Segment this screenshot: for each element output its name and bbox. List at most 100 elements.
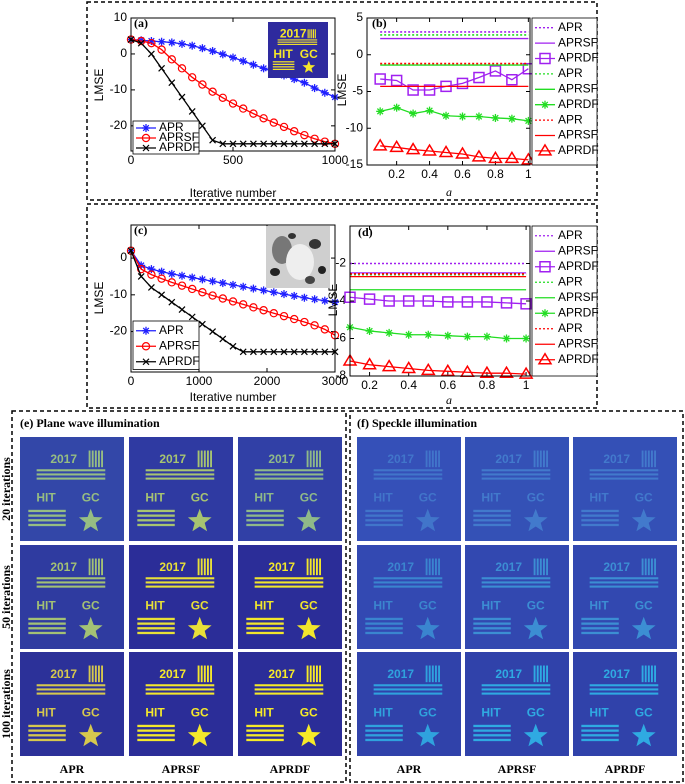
image-bar [319, 558, 321, 576]
image-bar [311, 29, 313, 39]
x-tick-label: 0.2 [361, 378, 378, 392]
data-point [438, 145, 454, 158]
reconstruction-image: 2017 HIT GC [20, 545, 124, 649]
panel-label: (c) [134, 223, 147, 237]
marker-x [188, 108, 196, 115]
image-star [78, 508, 103, 532]
legend-label: APRSF [558, 35, 598, 49]
legend-label: APRSF [558, 81, 598, 95]
image-background [573, 545, 677, 649]
x-tick-label: 500 [223, 153, 243, 167]
data-point [479, 365, 495, 378]
y-tick-label: 0 [356, 47, 363, 61]
data-point [506, 73, 518, 86]
image-stripe [36, 688, 106, 691]
data-point [443, 331, 452, 340]
data-point [218, 93, 227, 103]
data-point [500, 297, 513, 309]
image-stripe [581, 729, 619, 732]
legend-marker [539, 52, 551, 65]
marker-x [311, 348, 319, 356]
marker-square [481, 296, 493, 308]
image-bar [91, 450, 94, 468]
image-stripe [481, 469, 551, 472]
marker-circle [279, 122, 289, 132]
data-point [239, 348, 247, 356]
series-line [349, 326, 527, 340]
image-stripe [365, 509, 403, 513]
marker-triangle [504, 150, 520, 164]
marker-x [249, 140, 257, 148]
image-text: HIT [481, 491, 501, 505]
data-point [259, 306, 268, 315]
marker-star [188, 42, 196, 49]
marker-triangle [381, 359, 397, 372]
y-tick-label: -20 [110, 118, 128, 132]
image-stripe [589, 688, 659, 691]
image-text: GC [300, 491, 318, 505]
image-text: GC [527, 599, 545, 613]
image-stripe [473, 631, 511, 635]
photo-blob [309, 239, 321, 249]
marker-square [374, 73, 386, 85]
image-text: GC [527, 706, 545, 720]
marker-circle [238, 300, 248, 309]
data-point [482, 332, 491, 341]
image-bar [309, 450, 312, 468]
data-point [229, 280, 237, 289]
marker-star [178, 272, 186, 279]
image-stripe [137, 729, 175, 732]
marker-star [142, 327, 150, 335]
marker-star [239, 57, 247, 65]
data-point [229, 53, 237, 62]
image-background [238, 545, 342, 649]
data-point [219, 335, 227, 343]
image-bar [98, 558, 100, 576]
photo-blob [270, 268, 280, 276]
data-point [208, 47, 217, 56]
image-bar [425, 558, 428, 576]
data-point [425, 106, 434, 115]
data-point [381, 359, 397, 372]
image-stripe [28, 523, 66, 527]
image-stripe [473, 734, 511, 737]
image-bar [428, 450, 431, 468]
image-stripe [365, 617, 403, 621]
image-stripe [145, 692, 215, 695]
data-point [188, 273, 197, 282]
inset-photo [266, 226, 330, 288]
image-stripe [28, 622, 66, 625]
marker-triangle [537, 352, 553, 365]
x-tick-label: 0.8 [479, 378, 496, 392]
image-stripe [246, 627, 284, 630]
image-bar [546, 450, 548, 468]
image-text: HIT [481, 706, 501, 720]
legend-label: APRDF [558, 143, 599, 157]
image-text: 2017 [387, 560, 414, 574]
marker-square [473, 71, 485, 84]
legend-label: APRSF [558, 128, 598, 142]
image-stripe [246, 622, 284, 625]
image-background [357, 545, 461, 649]
image-stripe [254, 469, 324, 472]
data-point [239, 140, 247, 148]
legend-marker [141, 133, 151, 143]
marker-circle [228, 99, 238, 108]
marker-x [178, 93, 186, 101]
image-background [465, 652, 569, 756]
image-stripe [246, 523, 284, 527]
image-text: GC [82, 491, 100, 505]
marker-star [219, 51, 227, 58]
image-stripe [28, 509, 66, 513]
data-point [463, 332, 472, 341]
image-text: HIT [145, 491, 165, 505]
data-point [178, 271, 186, 280]
marker-x [158, 291, 166, 299]
marker-star [270, 288, 278, 296]
marker-circle [218, 93, 227, 103]
marker-triangle [499, 365, 514, 378]
marker-circle [157, 45, 166, 54]
image-bar [543, 665, 545, 683]
column-label: APRDF [605, 762, 646, 776]
marker-triangle [420, 362, 436, 376]
